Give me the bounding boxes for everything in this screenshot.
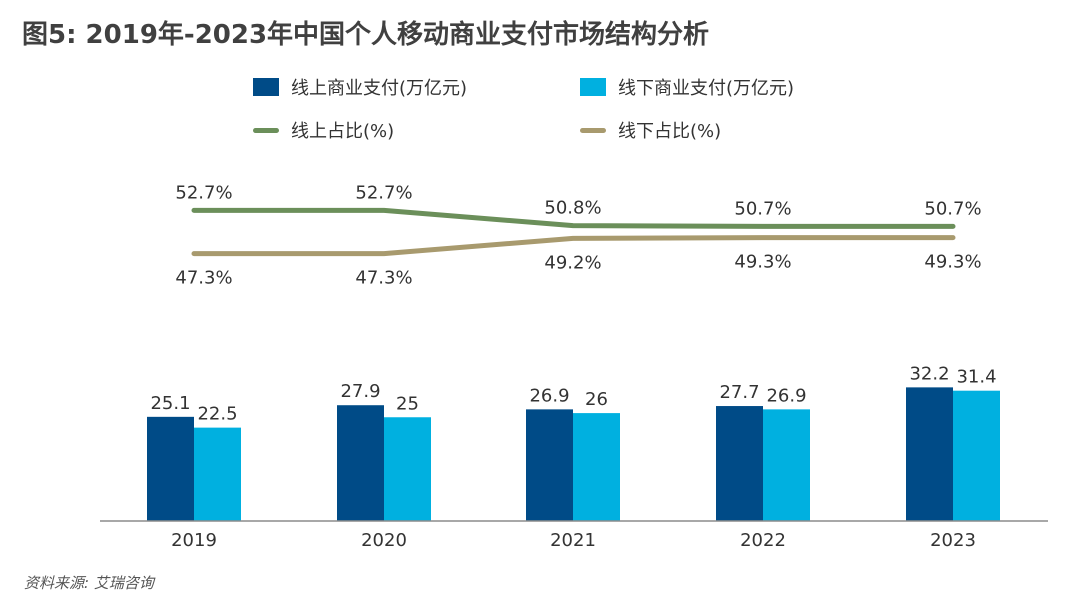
bar-label-online-2019: 25.1: [150, 393, 190, 414]
bar-online-2021: [526, 409, 573, 521]
line-label-online-2022: 50.7%: [734, 198, 791, 219]
line-label-online-2020: 52.7%: [355, 182, 412, 203]
legend-item-online-bar: 线上商业支付(万亿元): [253, 74, 467, 100]
line-label-offline-2019: 47.3%: [175, 268, 232, 289]
legend-label-online-line: 线上占比(%): [291, 121, 395, 142]
legend-item-offline-line: 线下占比(%): [580, 117, 721, 143]
line-label-online-2019: 52.7%: [175, 182, 232, 203]
legend-label-online-bar: 线上商业支付(万亿元): [291, 78, 468, 99]
bar-offline-2023: [953, 390, 1000, 521]
legend-label-offline-bar: 线下商业支付(万亿元): [618, 78, 795, 99]
legend-swatch-online-line: [253, 127, 279, 133]
bar-label-offline-2020: 25: [396, 393, 419, 414]
series-line-offline-share: [191, 235, 956, 257]
chart-title: 图5: 2019年-2023年中国个人移动商业支付市场结构分析: [22, 20, 710, 50]
bar-offline-2020: [384, 417, 431, 521]
legend: 线上商业支付(万亿元) 线下商业支付(万亿元) 线上占比(%) 线下占比(%): [0, 0, 1080, 150]
bar-offline-2021: [573, 413, 620, 521]
legend-swatch-offline-bar: [580, 78, 606, 96]
legend-swatch-offline-line: [580, 127, 606, 133]
bar-label-online-2022: 27.7: [719, 382, 759, 403]
bar-online-2023: [906, 387, 953, 521]
bar-label-online-2021: 26.9: [529, 385, 569, 406]
line-label-offline-2022: 49.3%: [734, 252, 791, 273]
bar-online-2022: [716, 406, 763, 521]
line-label-offline-2023: 49.3%: [924, 252, 981, 273]
source-note: 资料来源: 艾瑞咨询: [24, 574, 154, 592]
bar-label-offline-2023: 31.4: [956, 367, 996, 388]
line-label-offline-2021: 49.2%: [544, 252, 601, 273]
bar-label-online-2020: 27.9: [340, 381, 380, 402]
bar-label-offline-2019: 22.5: [197, 404, 237, 425]
bar-label-online-2023: 32.2: [909, 363, 949, 384]
legend-item-online-line: 线上占比(%): [253, 117, 394, 143]
bar-label-offline-2022: 26.9: [766, 385, 806, 406]
bar-offline-2019: [194, 427, 241, 521]
line-label-online-2023: 50.7%: [924, 198, 981, 219]
x-tick-2021: 2021: [550, 530, 596, 551]
bar-label-offline-2021: 26: [585, 389, 608, 410]
bar-offline-2022: [763, 409, 810, 521]
bar-online-2020: [337, 405, 384, 521]
line-label-offline-2020: 47.3%: [355, 268, 412, 289]
legend-item-offline-bar: 线下商业支付(万亿元): [580, 74, 794, 100]
legend-swatch-online-bar: [253, 78, 279, 96]
line-label-online-2021: 50.8%: [544, 198, 601, 219]
bar-online-2019: [147, 416, 194, 521]
x-tick-2022: 2022: [740, 530, 786, 551]
legend-label-offline-line: 线下占比(%): [618, 121, 722, 142]
series-line-online-share: [191, 207, 956, 229]
x-tick-2023: 2023: [930, 530, 976, 551]
x-tick-2019: 2019: [171, 530, 217, 551]
x-tick-2020: 2020: [361, 530, 407, 551]
